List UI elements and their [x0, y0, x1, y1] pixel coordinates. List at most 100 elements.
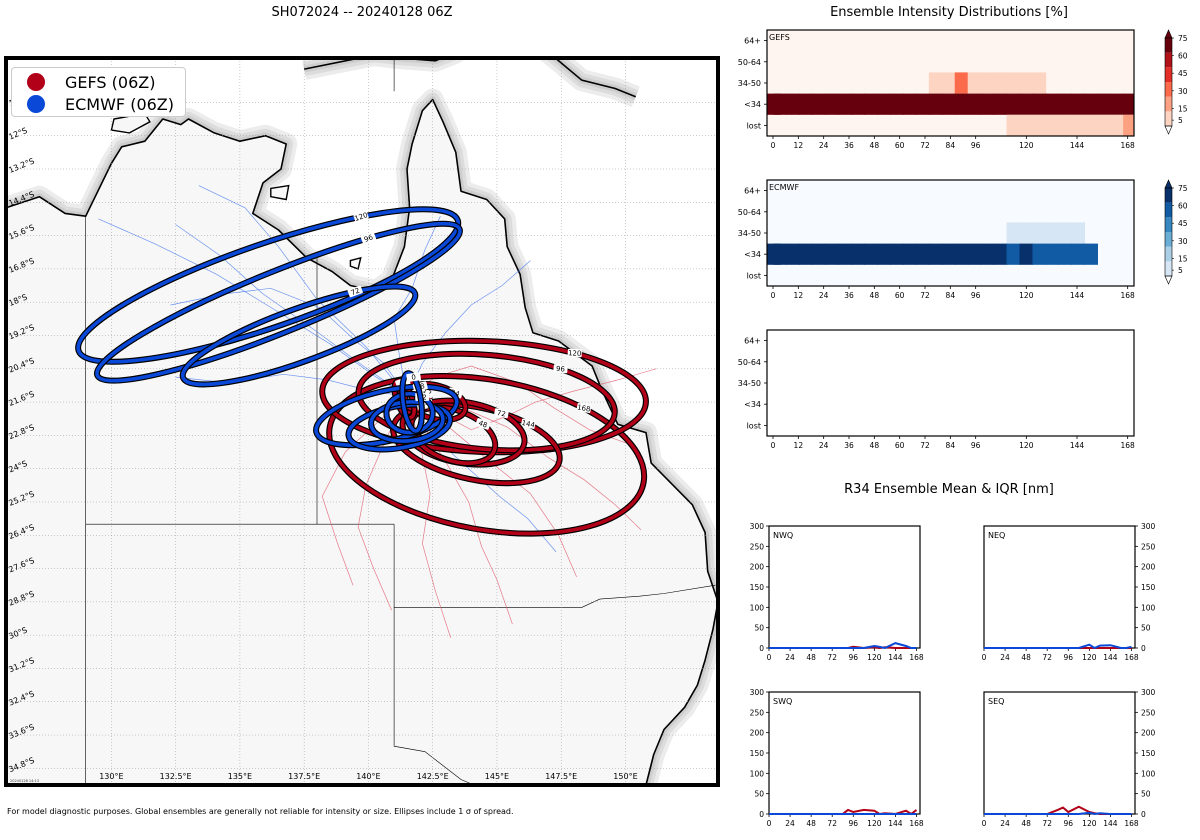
colorbar-max-arrow — [1164, 179, 1173, 189]
r34-x-tick: 144 — [1103, 819, 1118, 828]
r34-y-tick: 100 — [750, 603, 765, 612]
ecmwf-ellipse-label-bg-72 — [347, 285, 363, 298]
r34-x-tick: 0 — [767, 653, 772, 662]
intensity-row-label: 50-64 — [738, 58, 761, 67]
lon-tick-label-3: 137.5°E — [288, 772, 320, 781]
r34-x-tick: 0 — [767, 819, 772, 828]
gefs-ellipse-label-bg-168 — [576, 403, 592, 414]
heatmap-cell — [1019, 93, 1034, 115]
heatmap-cell — [812, 243, 826, 265]
heatmap-cell — [1045, 243, 1060, 265]
gefs-track-1 — [406, 396, 513, 625]
intensity-title: Ensemble Intensity Distributions [%] — [830, 5, 1068, 20]
heatmap-cell — [1084, 243, 1098, 265]
r34-y-tick: 0 — [759, 810, 764, 819]
intensity-x-tick: 12 — [794, 141, 804, 150]
gefs-ellipse-label-bg-120 — [567, 348, 582, 358]
gefs-ellipse-label-bg-144 — [520, 418, 536, 429]
lon-tick-label-7: 147.5°E — [545, 772, 577, 781]
intensity-x-tick: 36 — [844, 141, 854, 150]
intensity-row-label: lost — [747, 421, 761, 430]
map-legend: GEFS (06Z) ECMWF (06Z) — [11, 67, 186, 117]
heatmap-cell — [877, 243, 891, 265]
heatmap-cell — [1006, 114, 1021, 136]
colorbar-segment — [1165, 246, 1172, 262]
intensity-x-tick: 96 — [971, 441, 981, 450]
colorbar-segment — [1165, 202, 1172, 218]
colorbar-segment — [1165, 82, 1172, 97]
r34-x-tick: 72 — [827, 819, 837, 828]
heatmap-name: GEFS — [769, 33, 790, 42]
lon-tick-label-2: 135°E — [228, 772, 252, 781]
intensity-x-tick: 120 — [1019, 141, 1034, 150]
r34-x-tick: 24 — [1000, 653, 1010, 662]
heatmap-name: ECMWF — [769, 183, 799, 192]
legend-item-ecmwf: ECMWF (06Z) — [27, 93, 174, 115]
r34-x-tick: 168 — [909, 653, 924, 662]
colorbar-segment — [1165, 96, 1172, 112]
intensity-x-tick: 144 — [1070, 141, 1085, 150]
r34-series-ecmwf — [769, 642, 917, 650]
intensity-x-tick: 0 — [771, 441, 776, 450]
r34-y-tick: 0 — [759, 644, 764, 653]
r34-frame — [768, 691, 921, 815]
r34-y-tick: 50 — [1141, 624, 1151, 633]
heatmap-cell — [993, 93, 1008, 115]
r34-y-tick: 100 — [1141, 603, 1156, 612]
footnote: For model diagnostic purposes. Global en… — [7, 807, 514, 816]
intensity-x-tick: 120 — [1019, 291, 1034, 300]
gefs-marker-icon — [27, 73, 45, 91]
lon-tick-label-8: 150°E — [613, 772, 637, 781]
colorbar-tick: 45 — [1178, 219, 1188, 228]
r34-y-tick: 100 — [750, 769, 765, 778]
ecmwf-ellipse-label-72: 72 — [350, 287, 361, 298]
r34-series-ecmwf — [984, 643, 1132, 650]
heatmap-cell — [1032, 114, 1047, 136]
colorbar-segment — [1165, 52, 1172, 68]
heatmap-cell — [889, 93, 904, 115]
heatmap-cell — [928, 72, 943, 94]
intensity-row-label: 34-50 — [738, 379, 761, 388]
png-coastline — [304, 58, 637, 98]
ecmwf-ellipse-label-120: 120 — [354, 211, 369, 223]
heatmap-cell — [1071, 93, 1086, 115]
heatmap-cell — [1045, 222, 1060, 244]
intensity-row-label: <34 — [744, 250, 761, 259]
ecmwf-ellipse-72: 72 — [179, 283, 419, 388]
r34-frame — [983, 525, 1136, 649]
r34-x-tick: 120 — [1082, 653, 1097, 662]
intensity-x-tick: 24 — [819, 141, 829, 150]
lon-tick-label-5: 142.5°E — [417, 772, 449, 781]
gefs-ellipse-label-bg-72 — [493, 408, 509, 419]
map-title: SH072024 -- 20240128 06Z — [271, 5, 453, 20]
intensity-x-tick: 12 — [794, 441, 804, 450]
intensity-panel-ecmwf: ECMWF 64+ 50-64 34-50 <34 lost 0 12 24 36 48 60 72 84… — [738, 179, 1188, 300]
heatmap-cell — [1006, 222, 1021, 244]
heatmap-cell — [902, 93, 917, 115]
intensity-x-tick: 84 — [946, 441, 956, 450]
heatmap-cell — [773, 243, 788, 265]
intensity-x-tick: 24 — [819, 291, 829, 300]
intensity-x-tick: 36 — [844, 441, 854, 450]
heatmap-bg — [767, 330, 1134, 436]
heatmap-cell — [1032, 243, 1047, 265]
ecmwf-ellipse-120: 120 — [75, 206, 462, 365]
intensity-x-tick: 0 — [771, 291, 776, 300]
gefs-ellipse-label-bg-48 — [475, 418, 491, 430]
intensity-x-tick: 48 — [870, 441, 880, 450]
intensity-row-label: lost — [747, 271, 761, 280]
intensity-x-tick: 84 — [946, 291, 956, 300]
colorbar-segment — [1165, 217, 1172, 232]
intensity-x-tick: 72 — [920, 291, 930, 300]
heatmap-cell — [980, 243, 995, 265]
heatmap-cell — [993, 72, 1008, 94]
intensity-row-label: 64+ — [744, 37, 761, 46]
heatmap-cell — [1110, 93, 1124, 115]
ecmwf-ellipse-label-96: 96 — [363, 233, 375, 244]
r34-panel-swq: SWQ 0 50 100 150 200 250 300 0 24 48 72 96 120 144 168 — [750, 688, 924, 828]
intensity-x-tick: 120 — [1019, 441, 1034, 450]
heatmap-cell — [773, 93, 788, 115]
r34-y-tick: 50 — [1141, 790, 1151, 799]
legend-label-ecmwf: ECMWF (06Z) — [65, 94, 174, 114]
